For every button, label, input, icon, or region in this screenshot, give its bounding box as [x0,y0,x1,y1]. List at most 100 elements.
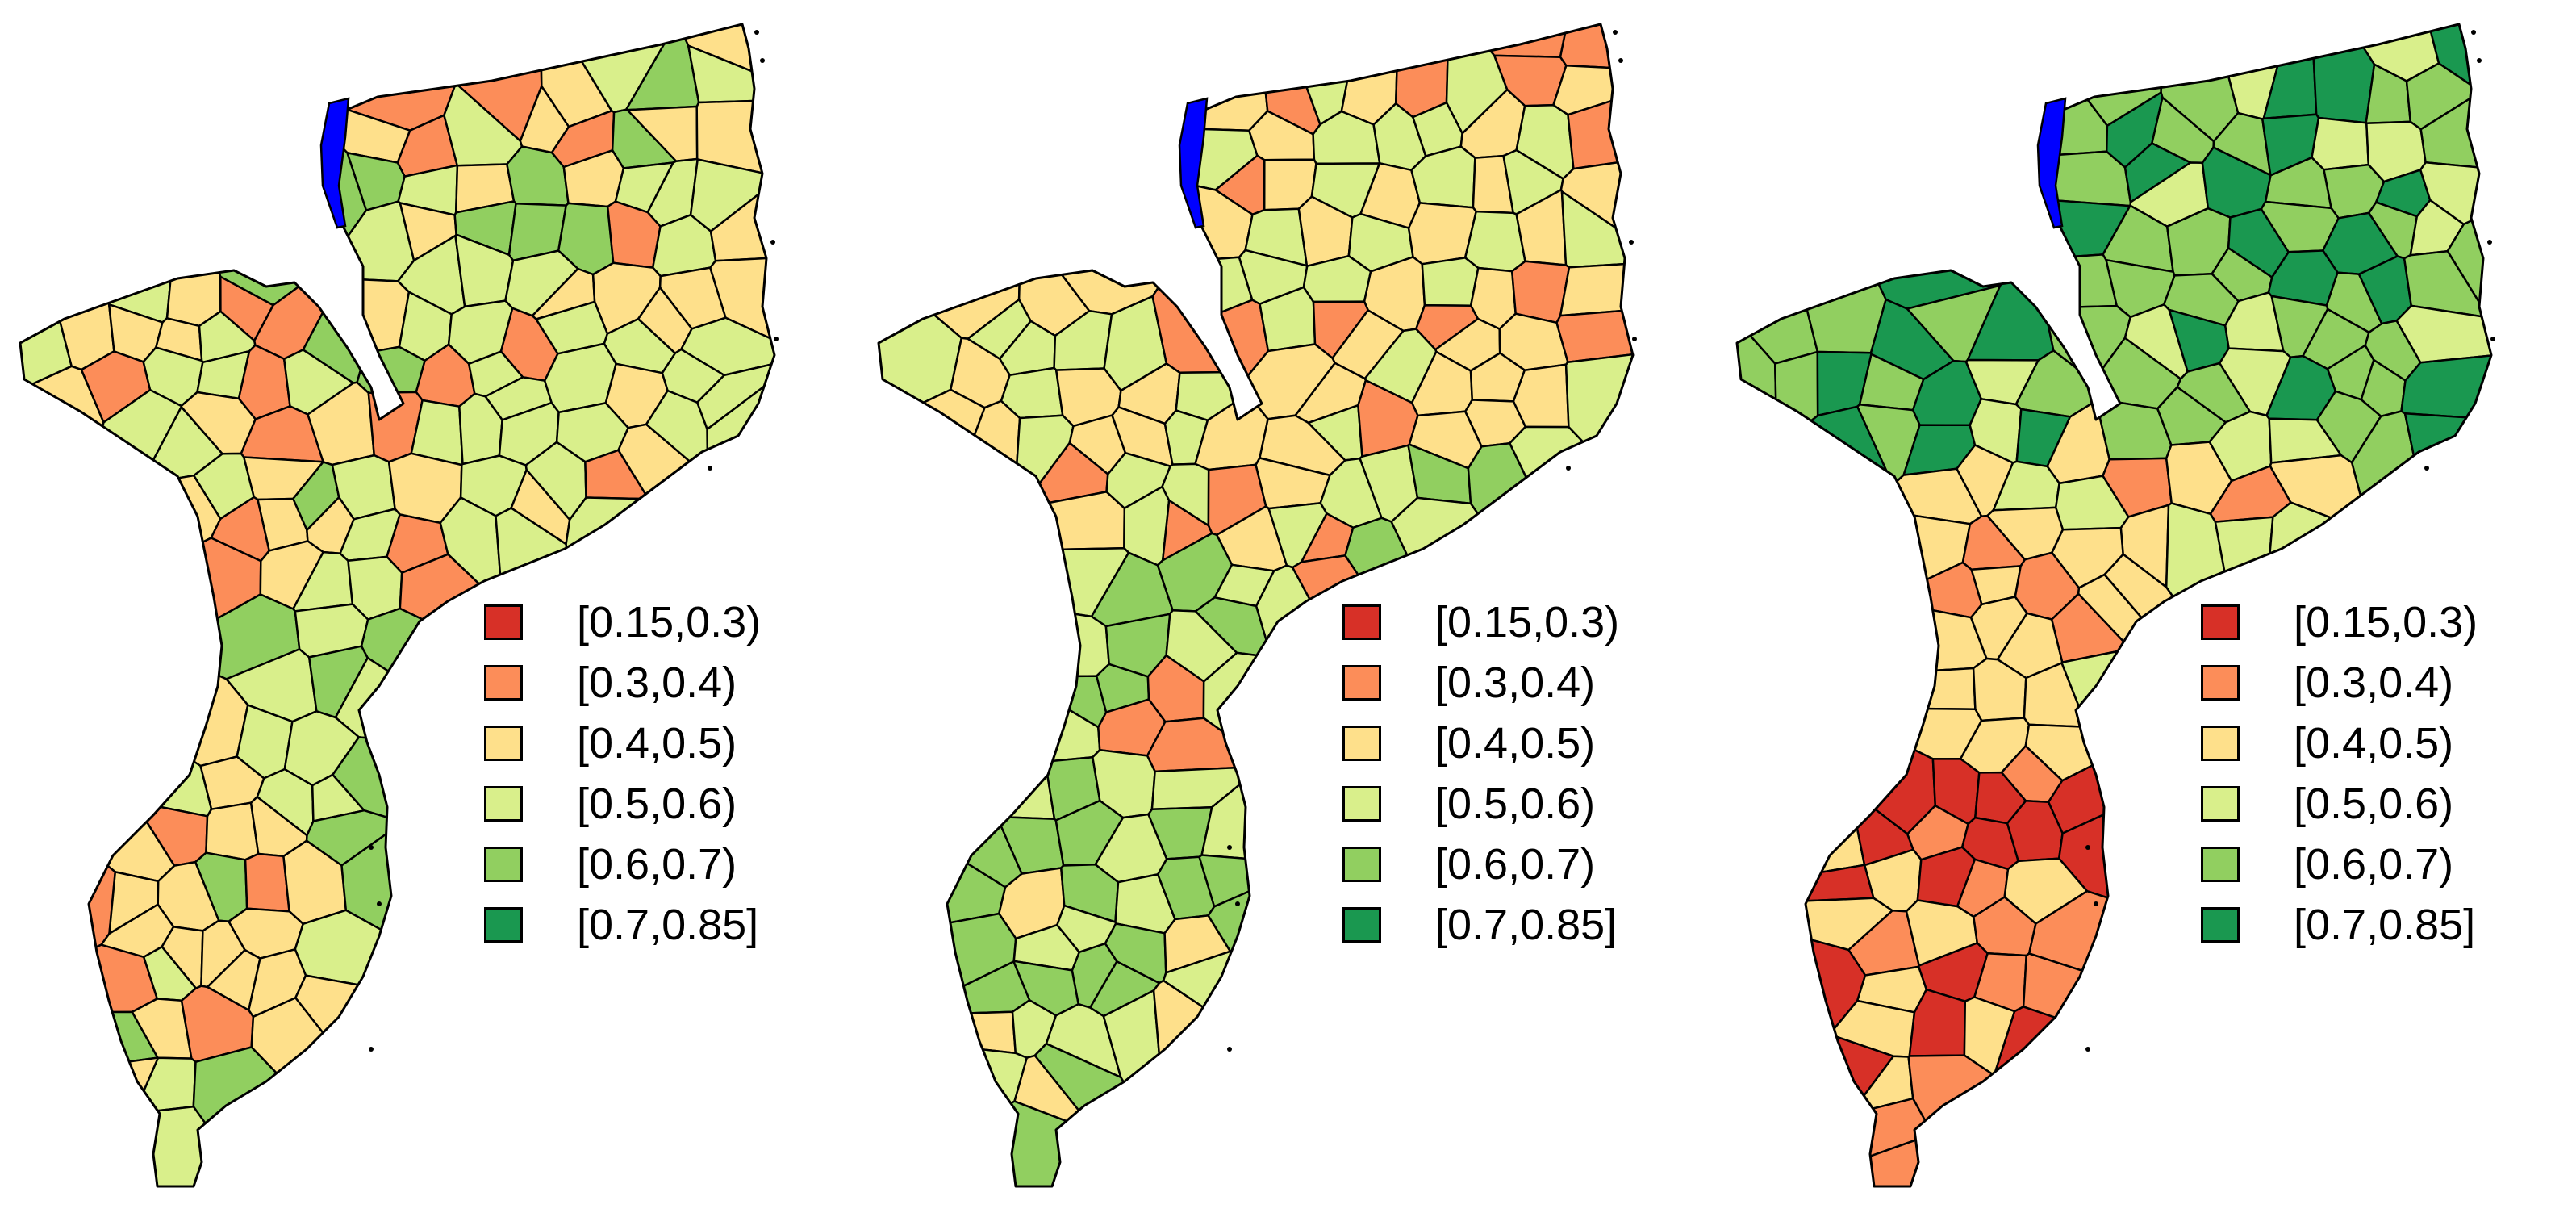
district [20,1105,298,1186]
district [1907,1054,2057,1186]
district [1198,854,1313,908]
islet [1227,1047,1232,1052]
district [1773,350,1819,450]
legend-label: [0.4,0.5) [577,719,737,768]
legend-swatch [1342,786,1381,822]
legend-swatch [1342,665,1381,701]
district [2307,24,2376,124]
district [1737,405,1894,686]
legend-swatch [2201,847,2240,882]
district [106,24,457,132]
district [20,662,176,883]
district [1152,979,1569,1186]
legend-label: [0.5,0.6) [577,780,737,828]
islet [377,901,382,906]
islet [1632,337,1637,341]
district [20,24,368,265]
islet [1566,466,1571,471]
legend-swatch [484,665,523,701]
district [1421,257,1480,307]
legend-swatch [1342,604,1381,640]
district [879,1010,1017,1055]
legend-label: [0.4,0.5) [2294,719,2454,768]
district [20,474,222,667]
district [1162,950,1633,1186]
choropleth-map-2 [877,23,1637,1188]
choropleth-map-1 [19,23,779,1188]
district [1564,338,1633,621]
legend-label: [0.6,0.7) [577,840,737,889]
islet [2424,466,2429,471]
district [2022,952,2491,1186]
district [1559,24,1633,73]
district [1559,260,1633,317]
legend-swatch [484,786,523,822]
islet [754,30,759,35]
islet [1227,845,1232,850]
legend-swatch [2201,907,2240,943]
islet [774,337,779,341]
district [1828,706,1983,760]
district [879,388,986,855]
district [1012,675,1108,729]
district [1737,150,2132,207]
islet [760,58,765,63]
legend-label: [0.15,0.3) [2294,598,2478,646]
district [2395,304,2491,364]
district [879,546,1130,618]
district [1761,680,1937,835]
district [1737,1132,2202,1186]
islet [2490,337,2495,341]
islet [2085,845,2090,850]
legend-swatch [484,726,523,761]
legend-swatch [2201,786,2240,822]
district [1202,651,1433,769]
district [1146,717,1269,773]
legend-label: [0.5,0.6) [1435,780,1596,828]
legend-label: [0.7,0.85] [2294,901,2476,949]
lake [2036,97,2067,229]
islet [1613,30,1618,35]
islet [1618,58,1623,63]
district [709,169,774,262]
district [1760,667,1977,710]
district [1737,24,1887,354]
legend-label: [0.15,0.3) [577,598,762,646]
map-panel-3: [0.15,0.3) [0.3,0.4) [0.4,0.5) [0.5,0.6)… [1717,0,2575,1213]
district [2311,116,2370,171]
district [879,1100,1238,1186]
district [1737,1033,1895,1186]
district [1555,299,1633,364]
islet [2085,1047,2090,1052]
district [244,852,290,913]
district [20,24,184,324]
islet [369,1047,374,1052]
district [20,943,159,1014]
district [1737,24,1819,365]
legend-swatch [1342,847,1381,882]
district [20,1056,160,1186]
district [294,974,774,1186]
lake [319,97,350,229]
legend-label: [0.7,0.85] [1435,901,1618,949]
legend-swatch [2201,726,2240,761]
legend-label: [0.15,0.3) [1435,598,1620,646]
legend-swatch [2201,665,2240,701]
islet [2477,58,2482,63]
map-panel-2: [0.15,0.3) [0.3,0.4) [0.4,0.5) [0.5,0.6)… [858,0,1717,1213]
district [20,558,249,768]
country-outline [19,23,776,1188]
district [205,801,260,861]
islet [1629,240,1634,245]
lake [1178,97,1209,229]
district [20,744,117,1008]
district [1737,24,2016,310]
district [879,634,1056,820]
legend-label: [0.4,0.5) [1435,719,1596,768]
islet [770,240,775,245]
district [946,24,1162,316]
district [250,997,496,1186]
district [895,399,1021,646]
district [1737,251,1778,595]
